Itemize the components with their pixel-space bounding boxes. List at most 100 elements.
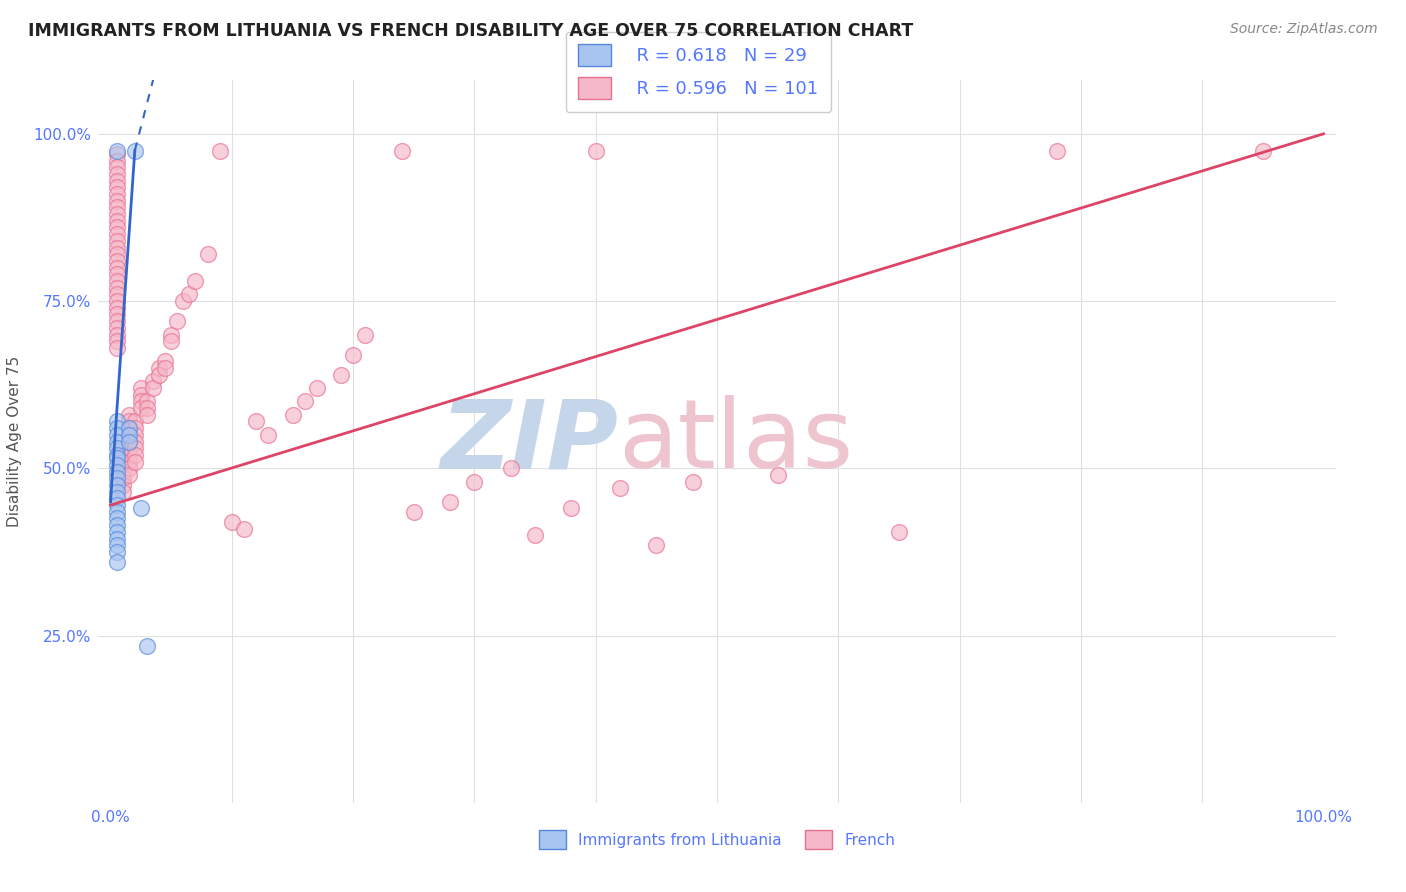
Point [105,471,128,485]
Point [148,368,170,382]
Point [148,361,170,376]
Point [105,213,128,227]
Point [105,207,128,221]
Point [111,442,134,455]
Point [111,455,134,469]
Point [105,434,128,449]
Point [105,414,128,428]
Point [118,434,141,449]
Point [105,538,128,552]
Point [118,427,141,442]
Point [105,511,128,525]
Point [105,545,128,559]
Point [294,394,316,409]
Point [245,414,267,428]
Point [118,448,141,462]
Point [766,467,789,482]
Text: IMMIGRANTS FROM LITHUANIA VS FRENCH DISABILITY AGE OVER 75 CORRELATION CHART: IMMIGRANTS FROM LITHUANIA VS FRENCH DISA… [28,22,914,40]
Point [129,381,152,395]
Point [105,241,128,255]
Point [233,521,256,535]
Point [402,505,425,519]
Point [142,375,165,389]
Point [524,528,547,542]
Point [1251,144,1274,158]
Point [105,451,128,466]
Point [105,524,128,539]
Point [105,465,128,479]
Point [887,524,910,539]
Point [105,220,128,235]
Point [105,227,128,242]
Point [105,260,128,275]
Point [105,532,128,546]
Point [124,427,146,442]
Point [105,427,128,442]
Point [499,461,522,475]
Point [105,314,128,328]
Point [281,408,304,422]
Point [111,448,134,462]
Point [105,518,128,533]
Point [118,467,141,482]
Point [118,461,141,475]
Point [105,180,128,194]
Point [354,327,377,342]
Point [257,427,280,442]
Point [1046,144,1069,158]
Point [105,153,128,168]
Point [129,401,152,416]
Point [111,465,134,479]
Point [105,307,128,322]
Point [645,538,668,552]
Point [105,301,128,315]
Point [105,341,128,355]
Point [305,381,328,395]
Point [105,491,128,506]
Point [124,455,146,469]
Point [105,505,128,519]
Point [585,144,607,158]
Text: atlas: atlas [619,395,853,488]
Point [105,293,128,308]
Point [463,475,485,489]
Point [105,268,128,282]
Point [111,458,134,472]
Point [560,501,582,516]
Point [111,471,134,485]
Point [682,475,704,489]
Point [105,234,128,248]
Point [391,144,413,158]
Point [105,144,128,158]
Point [105,254,128,268]
Point [118,434,141,449]
Point [105,321,128,335]
Point [118,427,141,442]
Point [160,334,183,349]
Point [136,394,159,409]
Point [105,327,128,342]
Point [105,458,128,472]
Point [153,361,176,376]
Point [105,448,128,462]
Point [105,421,128,435]
Point [118,442,141,455]
Text: Source: ZipAtlas.com: Source: ZipAtlas.com [1230,22,1378,37]
Point [166,314,188,328]
Point [153,354,176,368]
Point [105,167,128,181]
Point [105,274,128,288]
Point [124,421,146,435]
Point [118,421,141,435]
Point [105,287,128,301]
Point [124,448,146,462]
Point [105,187,128,202]
Point [342,348,364,362]
Point [105,442,128,455]
Point [105,498,128,512]
Point [136,408,159,422]
Point [105,201,128,215]
Text: ZIP: ZIP [440,395,619,488]
Point [221,515,243,529]
Point [129,501,152,516]
